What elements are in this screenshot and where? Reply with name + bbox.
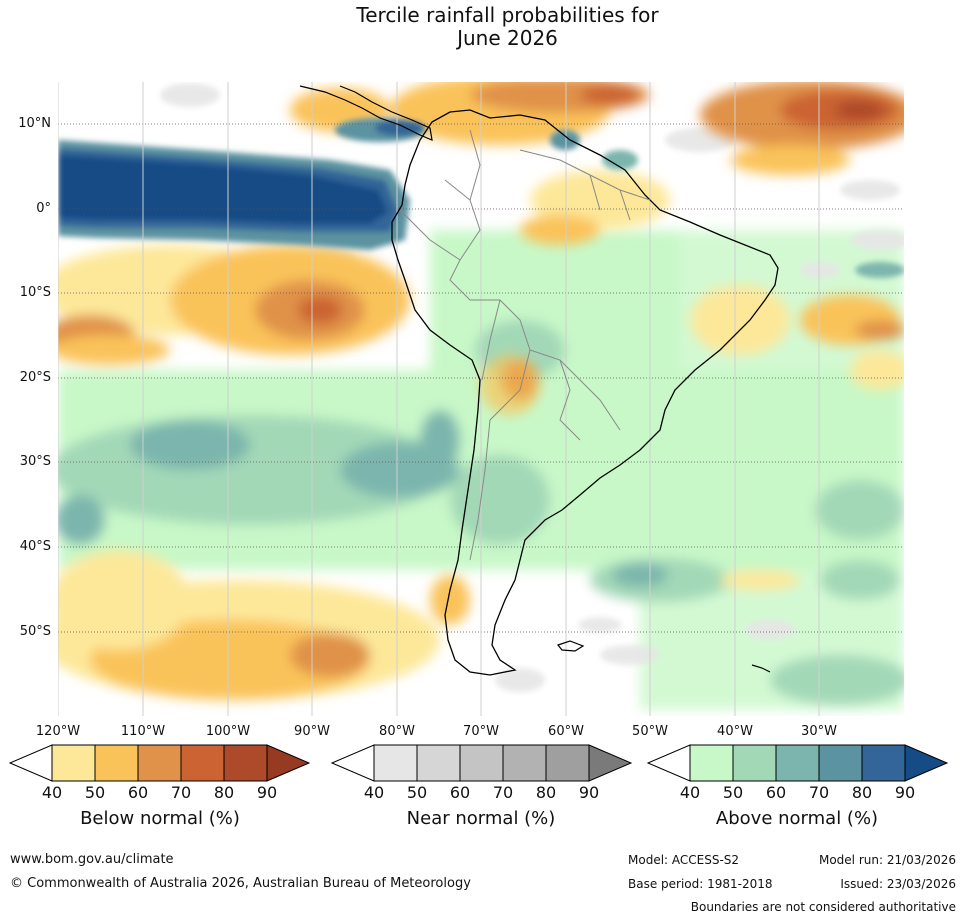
lon-label-80w: 80°W [379, 724, 415, 739]
cbar-below-seg-4 [180, 744, 225, 782]
cbar-below-seg-0 [9, 744, 53, 782]
lon-label-70w: 70°W [463, 724, 499, 739]
below-normal-field [58, 82, 904, 700]
south-america-coastline [391, 109, 779, 676]
title-line-2: June 2026 [457, 26, 558, 50]
cbar-near-seg-1 [373, 744, 418, 782]
cbar-above-seg-1 [689, 744, 734, 782]
cbar-above-seg-2 [732, 744, 777, 782]
lon-label-50w: 50°W [632, 724, 668, 739]
above-normal-label: Above normal (%) [715, 808, 879, 829]
lat-label-50s: 50°S [19, 624, 51, 639]
cbar-below-seg-2 [94, 744, 139, 782]
lon-label-100w: 100°W [205, 724, 251, 739]
lat-label-0: 0° [36, 201, 51, 216]
cbar-above-seg-3 [775, 744, 820, 782]
lon-gridlines [58, 82, 820, 716]
map-canvas [58, 82, 904, 716]
cbar-near-seg-4 [502, 744, 547, 782]
country-boundaries [399, 129, 651, 561]
lon-label-120w: 120°W [35, 724, 81, 739]
cbar-near-seg-0 [331, 744, 375, 782]
colorbar-near-svg [331, 744, 633, 782]
lon-label-90w: 90°W [294, 724, 330, 739]
cbar-above-seg-4 [818, 744, 863, 782]
south-georgia-island [751, 664, 771, 673]
lon-label-110w: 110°W [120, 724, 166, 739]
footer-issued: Issued: 23/03/2026 [840, 877, 956, 891]
cbar-above-seg-6 [904, 744, 949, 782]
near-normal-label: Near normal (%) [406, 808, 556, 829]
colorbar-below-svg [9, 744, 311, 782]
cbar-near-seg-3 [459, 744, 504, 782]
above-tick-70: 70 [808, 783, 830, 802]
footer-url: www.bom.gov.au/climate [10, 852, 174, 867]
lat-label-10n: 10°N [18, 116, 51, 131]
colorbar-below-normal [9, 744, 311, 782]
above-tick-40: 40 [679, 783, 701, 802]
near-tick-70: 70 [492, 783, 514, 802]
near-tick-40: 40 [363, 783, 385, 802]
below-tick-60: 60 [127, 783, 149, 802]
cbar-below-seg-3 [137, 744, 182, 782]
title-line-1: Tercile rainfall probabilities for [356, 3, 659, 27]
cbar-below-seg-5 [223, 744, 268, 782]
lat-label-40s: 40°S [19, 539, 51, 554]
above-tick-80: 80 [851, 783, 873, 802]
below-tick-80: 80 [213, 783, 235, 802]
lat-label-10s: 10°S [19, 285, 51, 300]
below-normal-label: Below normal (%) [80, 808, 240, 829]
cbar-above-seg-5 [861, 744, 906, 782]
cbar-below-seg-6 [266, 744, 311, 782]
near-tick-60: 60 [449, 783, 471, 802]
lat-label-20s: 20°S [19, 370, 51, 385]
below-tick-40: 40 [41, 783, 63, 802]
colorbar-near-normal [331, 744, 633, 782]
footer-disclaimer: Boundaries are not considered authoritat… [690, 900, 956, 914]
above-tick-60: 60 [765, 783, 787, 802]
footer-base-period: Base period: 1981-2018 [628, 877, 773, 891]
falkland-islands [556, 640, 585, 652]
probability-map [58, 82, 904, 716]
footer-copyright: © Commonwealth of Australia 2026, Austra… [10, 876, 471, 891]
cbar-above-seg-0 [647, 744, 691, 782]
colorbar-above-normal [647, 744, 949, 782]
below-tick-90: 90 [256, 783, 278, 802]
above-tick-90: 90 [894, 783, 916, 802]
below-tick-70: 70 [170, 783, 192, 802]
footer-model: Model: ACCESS-S2 [628, 853, 740, 867]
footer-model-run: Model run: 21/03/2026 [818, 853, 956, 867]
lat-label-30s: 30°S [19, 454, 51, 469]
near-tick-90: 90 [578, 783, 600, 802]
cbar-near-seg-6 [588, 744, 633, 782]
lon-label-30w: 30°W [801, 724, 837, 739]
cbar-below-seg-1 [51, 744, 96, 782]
above-tick-50: 50 [722, 783, 744, 802]
map-title: Tercile rainfall probabilities for June … [0, 4, 965, 50]
lon-label-40w: 40°W [717, 724, 753, 739]
near-tick-80: 80 [535, 783, 557, 802]
below-tick-50: 50 [84, 783, 106, 802]
central-america-coastline [299, 85, 433, 141]
lon-label-60w: 60°W [548, 724, 584, 739]
near-tick-50: 50 [406, 783, 428, 802]
cbar-near-seg-5 [545, 744, 590, 782]
cbar-near-seg-2 [416, 744, 461, 782]
colorbar-above-svg [647, 744, 949, 782]
